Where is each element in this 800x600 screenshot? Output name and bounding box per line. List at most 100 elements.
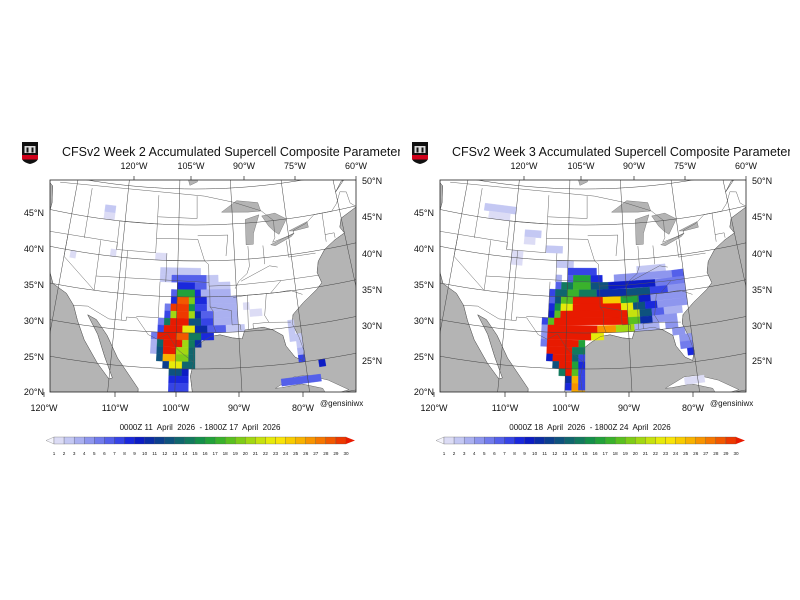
colorbar-tick-label: 25 — [293, 451, 299, 456]
border-line — [262, 245, 265, 265]
date-range: 0000Z 11 April 2026 - 1800Z 17 April 202… — [120, 423, 281, 432]
scp-grid-cell — [578, 340, 586, 348]
lat-left-label: 25°N — [414, 352, 434, 362]
colorbar-tick-label: 23 — [273, 451, 279, 456]
map-title: CFSv2 Week 3 Accumulated Supercell Compo… — [452, 145, 790, 159]
scp-grid-cell — [597, 325, 617, 334]
border-line — [474, 188, 483, 238]
colorbar-segment — [255, 436, 266, 445]
border-line — [158, 281, 161, 318]
scp-grid-cell — [162, 361, 170, 369]
colorbar-segment — [154, 436, 165, 445]
colorbar-tick-label: 22 — [263, 451, 269, 456]
colorbar-tick-label: 30 — [343, 451, 349, 456]
scp-grid-cell — [156, 346, 164, 355]
border-line — [714, 232, 726, 238]
scp-grid-cell — [632, 301, 646, 311]
scp-grid-cell — [168, 382, 189, 391]
scp-grid-cell — [182, 325, 196, 334]
colorbar-segment — [275, 436, 286, 445]
border-line — [637, 295, 639, 330]
scp-grid-cell — [225, 324, 246, 333]
scp-grid-cell — [567, 267, 597, 276]
scp-grid-cell — [541, 317, 549, 326]
border-line — [510, 250, 518, 321]
colorbar-tick-label: 15 — [582, 451, 588, 456]
lat-left-label: 30°N — [414, 316, 434, 326]
scp-grid-cell — [163, 325, 183, 334]
scp-grid-cell — [194, 289, 202, 298]
border-line — [136, 316, 159, 318]
colorbar-segment — [675, 436, 686, 445]
scp-grid-cell — [573, 282, 592, 290]
scp-grid-cell — [547, 317, 555, 326]
colorbar-tick-label: 2 — [453, 451, 456, 456]
parallel-line — [50, 316, 356, 334]
colorbar-segment — [594, 436, 606, 445]
scp-grid-cell — [170, 318, 190, 326]
scp-grid-cell — [596, 288, 627, 298]
scp-grid-cell — [176, 311, 190, 319]
scp-grid-cell — [546, 346, 573, 355]
colorbar-tick-label: 28 — [713, 451, 719, 456]
lon-bottom-label: 110°W — [492, 403, 519, 413]
border-line — [197, 239, 210, 283]
colorbar-tick-label: 3 — [73, 451, 76, 456]
scp-grid-cell — [206, 274, 219, 283]
border-line — [547, 216, 588, 219]
parallel-line — [440, 205, 746, 226]
scp-grid-cell — [181, 368, 189, 377]
scp-grid-cell — [615, 324, 636, 333]
scp-grid-cell — [201, 332, 215, 341]
scp-grid-cell — [194, 325, 208, 334]
scp-grid-cell — [168, 390, 189, 392]
lon-top-label: 60°W — [345, 161, 368, 171]
colorbar-tick-label: 11 — [152, 451, 157, 456]
scp-grid-cell — [591, 332, 605, 341]
lon-top-label: 120°W — [510, 161, 538, 171]
colorbar-tick-label: 7 — [113, 451, 116, 456]
scp-grid-cell — [176, 296, 190, 305]
colorbar-segment — [655, 436, 666, 445]
colorbar-segment — [325, 436, 337, 445]
border-line — [676, 240, 706, 258]
colorbar-tick-label: 14 — [572, 451, 578, 456]
lon-bottom-label: 90°W — [618, 403, 641, 413]
colorbar-segment — [265, 436, 276, 445]
parallel-line — [440, 352, 746, 370]
credit-handle: @gensiniwx — [320, 399, 363, 408]
border-line — [652, 245, 655, 265]
scp-grid-cell — [150, 338, 158, 347]
scp-grid-cell — [150, 331, 158, 340]
scp-grid-cell — [200, 318, 214, 326]
meridian-line — [280, 180, 310, 392]
colorbar-segment — [645, 436, 656, 445]
scp-grid-cell — [200, 288, 231, 298]
colorbar-tick-label: 19 — [233, 451, 239, 456]
colorbar-segment — [494, 436, 505, 445]
scp-grid-cell — [162, 353, 176, 362]
border-line — [546, 238, 588, 240]
meridian-line — [670, 180, 700, 392]
border-line — [711, 213, 717, 242]
parallel-line — [50, 352, 356, 370]
colorbar-segment — [685, 436, 696, 445]
colorbar-tick-label: 17 — [603, 451, 609, 456]
scp-grid-cell — [194, 303, 208, 312]
scp-grid-cell — [175, 354, 189, 362]
scp-field — [483, 202, 706, 392]
scp-grid-cell — [188, 332, 202, 341]
colorbar-tick-label: 3 — [463, 451, 466, 456]
scp-grid-cell — [164, 310, 171, 319]
lon-bottom-label: 100°W — [552, 403, 580, 413]
border-line — [157, 216, 198, 219]
colorbar-segment — [625, 436, 636, 445]
scp-grid-cell — [170, 296, 178, 305]
scp-grid-cell — [546, 353, 554, 362]
lat-lon-grid — [50, 180, 356, 392]
colorbar-tick-label: 16 — [592, 451, 598, 456]
lon-bottom-label: 120°W — [420, 403, 448, 413]
scp-grid-cell — [571, 361, 579, 370]
scp-grid-cell — [651, 307, 665, 316]
border-line — [240, 265, 278, 282]
